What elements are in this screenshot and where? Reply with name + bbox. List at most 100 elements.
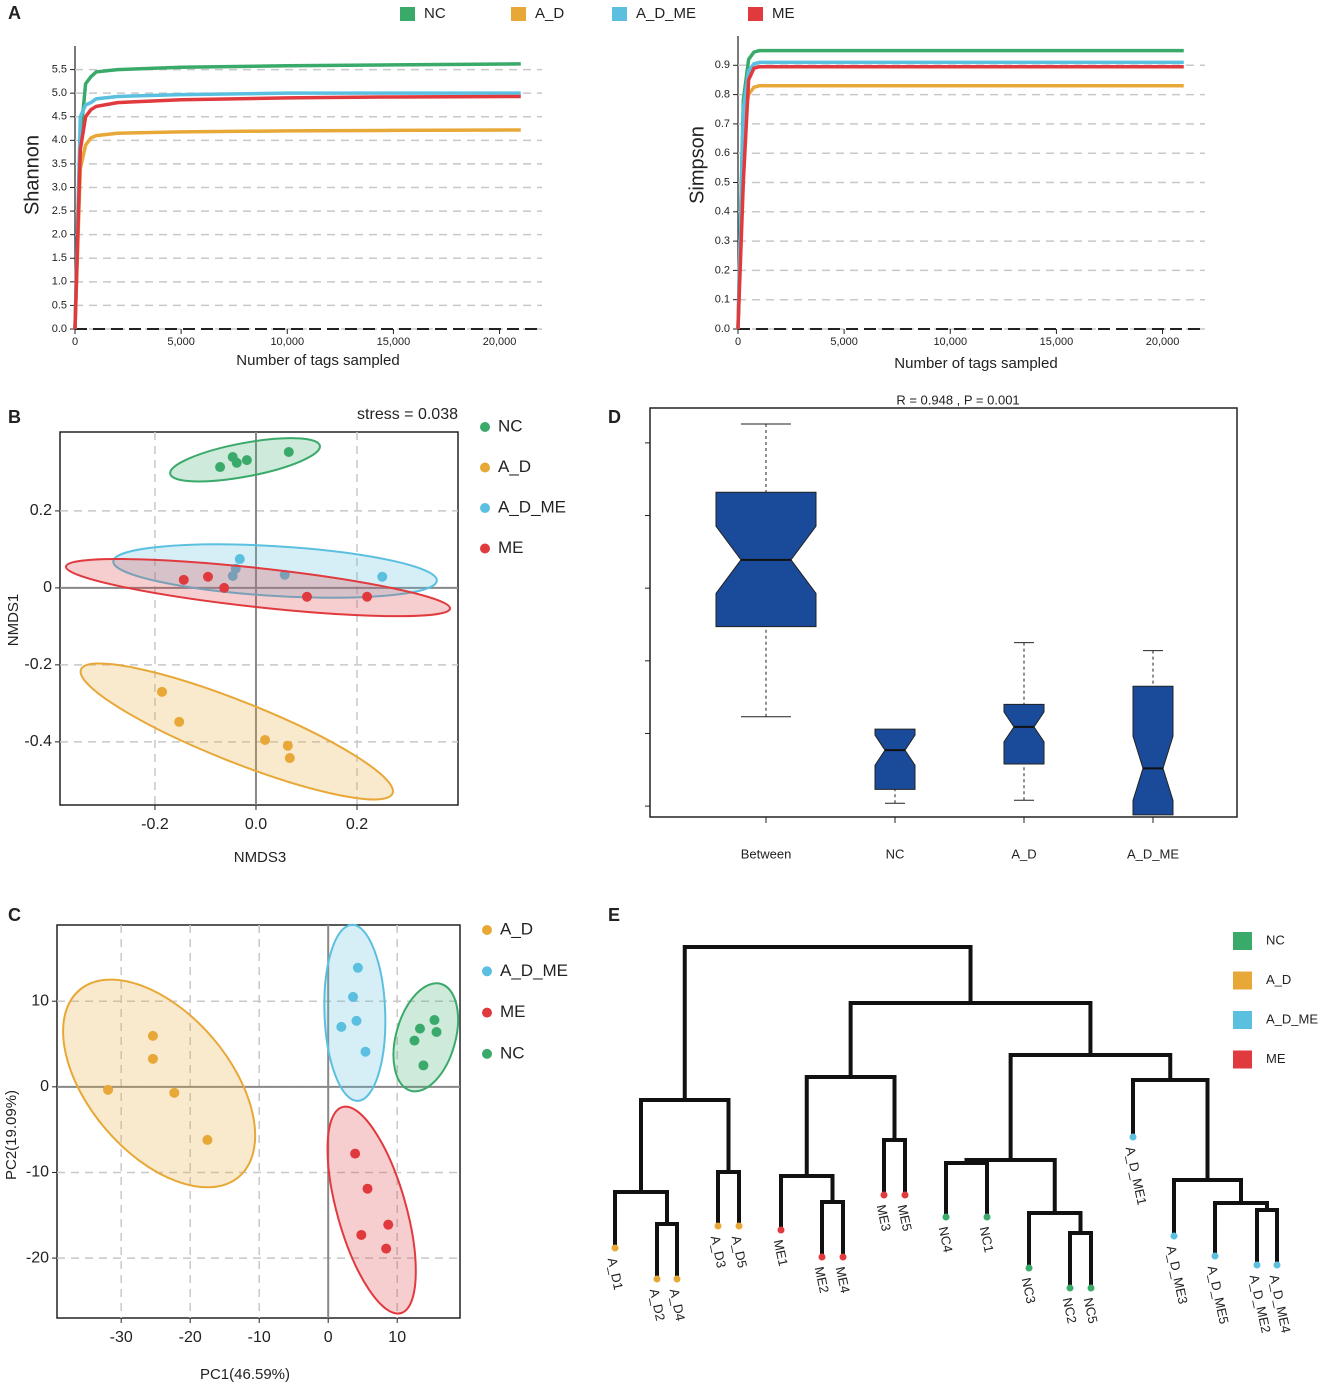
line bbox=[736, 65, 1184, 330]
legend-label: A_D bbox=[1266, 972, 1291, 987]
legend-label: A_D bbox=[498, 457, 531, 476]
point bbox=[362, 591, 373, 602]
y-axis-label: NMDS1 bbox=[5, 594, 22, 647]
legend-marker bbox=[480, 462, 490, 473]
legend-label: NC bbox=[1266, 932, 1285, 947]
x-tick-label: 20,000 bbox=[483, 336, 517, 348]
point bbox=[362, 1183, 373, 1194]
y-tick-label: 0.7 bbox=[715, 118, 730, 130]
y-tick-label: 3.5 bbox=[52, 158, 67, 170]
dendrogram-branch bbox=[1027, 1211, 1083, 1268]
leaf-dot bbox=[653, 1275, 661, 1283]
x-tick-label: -0.2 bbox=[141, 816, 169, 833]
point bbox=[336, 1021, 347, 1032]
legend-label: A_D_ME bbox=[498, 497, 566, 516]
leaf-dot bbox=[673, 1275, 681, 1283]
leaf-dot bbox=[901, 1191, 909, 1199]
leaf-label: NC3 bbox=[1019, 1276, 1039, 1305]
point bbox=[414, 1023, 425, 1034]
y-axis-label: Shannon bbox=[21, 135, 43, 215]
panel-label: E bbox=[608, 905, 620, 925]
x-tick-label: 5,000 bbox=[167, 336, 195, 348]
line bbox=[73, 128, 521, 330]
point bbox=[284, 753, 295, 764]
legend-marker bbox=[482, 925, 492, 935]
y-tick-label: 0.2 bbox=[715, 264, 730, 276]
x-tick-label: 0.2 bbox=[346, 816, 368, 833]
x-axis-label: Number of tags sampled bbox=[236, 352, 399, 369]
leaf-label: A_D_ME3 bbox=[1164, 1244, 1191, 1305]
x-tick-label: 15,000 bbox=[1040, 336, 1074, 348]
leaf-label: A_D_ME5 bbox=[1205, 1264, 1232, 1325]
x-tick-label: NC bbox=[886, 846, 905, 861]
annotation: stress = 0.038 bbox=[357, 406, 458, 423]
leaf-dot bbox=[1087, 1284, 1095, 1292]
y-tick-label: 10 bbox=[31, 992, 49, 1009]
y-tick-label: -20 bbox=[26, 1249, 49, 1266]
dendrogram-branch bbox=[1172, 1178, 1243, 1236]
legend-swatch bbox=[1233, 1050, 1252, 1069]
point bbox=[234, 554, 245, 565]
point bbox=[377, 571, 388, 582]
dendrogram-branch bbox=[716, 1170, 741, 1226]
dendrogram-branch bbox=[1068, 1231, 1093, 1288]
plot-frame bbox=[649, 407, 1238, 818]
panel-label: C bbox=[8, 905, 21, 925]
box bbox=[874, 728, 916, 790]
y-tick-label: 0 bbox=[43, 579, 52, 596]
y-axis-label: PC2(19.09%) bbox=[3, 1090, 20, 1180]
point bbox=[431, 1027, 442, 1038]
point bbox=[356, 1229, 367, 1240]
group-ellipse bbox=[392, 982, 460, 1093]
y-tick-label: 0.5 bbox=[52, 299, 67, 311]
box bbox=[1003, 703, 1045, 765]
x-tick-label: 15,000 bbox=[377, 336, 411, 348]
point bbox=[301, 591, 312, 602]
y-tick-label: 1.5 bbox=[52, 252, 67, 264]
leaf-dot bbox=[880, 1191, 888, 1199]
point bbox=[418, 1060, 429, 1071]
leaf-label: NC5 bbox=[1081, 1296, 1101, 1325]
dendrogram-branch bbox=[964, 1158, 1057, 1213]
leaf-label: A_D4 bbox=[667, 1287, 688, 1322]
panel-label: D bbox=[608, 407, 621, 427]
legend-swatch bbox=[1233, 971, 1252, 990]
group-ellipse bbox=[326, 1105, 417, 1315]
legend-marker bbox=[482, 1048, 492, 1059]
y-axis-label: Simpson bbox=[686, 126, 708, 204]
point bbox=[202, 1134, 213, 1145]
box bbox=[1132, 685, 1174, 816]
y-tick-label: -0.2 bbox=[24, 656, 52, 673]
legend-swatch bbox=[1233, 932, 1252, 950]
point bbox=[219, 582, 230, 593]
leaf-dot bbox=[1273, 1261, 1281, 1269]
leaf-dot bbox=[1170, 1232, 1178, 1240]
y-tick-label: 0 bbox=[40, 1078, 49, 1095]
point bbox=[147, 1053, 158, 1064]
point bbox=[381, 1243, 392, 1254]
dendrogram-branch bbox=[944, 1161, 989, 1217]
dendrogram-branch bbox=[1008, 1053, 1173, 1160]
dendrogram-branch bbox=[655, 1222, 679, 1279]
legend-label: A_D_ME bbox=[500, 961, 568, 980]
legend-label: ME bbox=[498, 538, 524, 557]
x-axis-label: PC1(46.59%) bbox=[200, 1366, 290, 1383]
legend-label: ME bbox=[1266, 1051, 1286, 1066]
x-axis-label: NMDS3 bbox=[234, 849, 287, 866]
line bbox=[73, 94, 521, 330]
group-ellipse bbox=[323, 923, 387, 1102]
point bbox=[174, 716, 185, 727]
leaf-label: A_D2 bbox=[647, 1287, 668, 1322]
x-tick-label: 0.0 bbox=[245, 816, 267, 833]
point bbox=[283, 447, 294, 458]
y-tick-label: -10 bbox=[26, 1164, 49, 1181]
legend-label: ME bbox=[772, 5, 795, 22]
leaf-dot bbox=[714, 1222, 722, 1230]
x-axis-label: Number of tags sampled bbox=[894, 355, 1057, 372]
point bbox=[147, 1030, 158, 1041]
leaf-dot bbox=[1066, 1284, 1074, 1292]
leaf-label: ME3 bbox=[874, 1203, 894, 1232]
point bbox=[348, 991, 359, 1002]
chart-title: R = 0.948 , P = 0.001 bbox=[896, 392, 1019, 407]
